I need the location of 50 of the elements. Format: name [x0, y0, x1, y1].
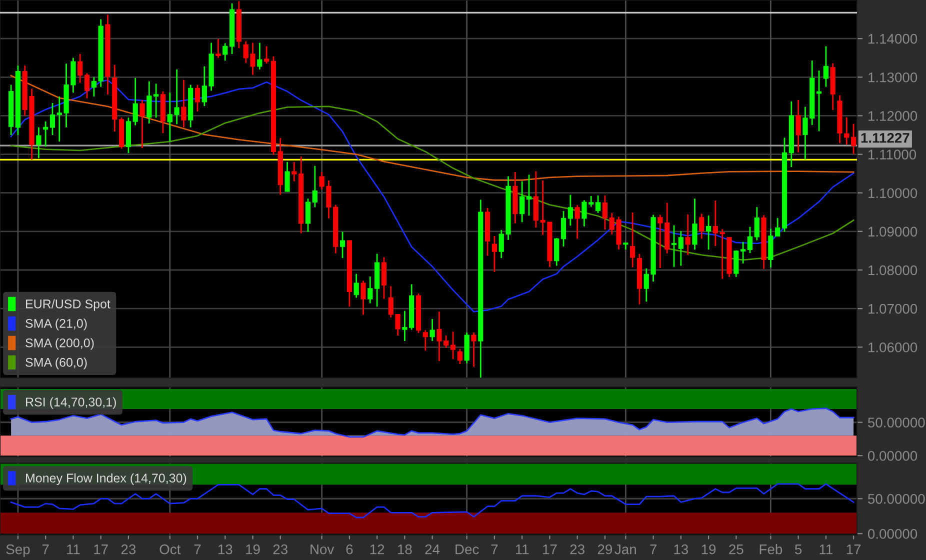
x-tick-label: Sep — [6, 544, 30, 557]
y-tick-label: 0.00000 — [868, 450, 918, 461]
x-tick-label: 7 — [194, 544, 201, 554]
y-tick-label: 1.08000 — [868, 265, 918, 276]
x-tick-label: 17 — [846, 544, 861, 554]
x-tick-label: 17 — [94, 544, 108, 554]
x-tick-label: 23 — [570, 544, 584, 554]
ref-line-label: 1.11227 — [861, 132, 910, 143]
x-tick-label: 23 — [273, 544, 288, 554]
legend-label: SMA (200,0) — [26, 338, 94, 350]
y-tick-label: 1.14000 — [868, 34, 918, 44]
legend-label: EUR/USD Spot — [26, 299, 110, 311]
y-tick-label: 50.00000 — [868, 494, 925, 504]
x-tick-label: Jan — [614, 544, 636, 554]
y-tick-label: 0.00000 — [868, 528, 918, 539]
x-tick-label: 13 — [674, 544, 688, 554]
legend-label: SMA (60,0) — [26, 358, 87, 370]
x-tick-label: Oct — [160, 544, 181, 554]
x-tick-label: 29 — [598, 544, 612, 554]
x-tick-label: 11 — [67, 544, 80, 554]
x-tick-label: Feb — [760, 544, 782, 554]
x-tick-label: 6 — [346, 544, 353, 554]
y-tick-label: 1.12000 — [868, 111, 918, 121]
y-tick-label: 1.07000 — [868, 304, 918, 314]
x-tick-label: 23 — [121, 544, 136, 554]
y-tick-label: 1.10000 — [868, 188, 918, 198]
x-tick-label: 5 — [795, 544, 802, 554]
x-tick-label: 18 — [398, 544, 412, 554]
x-tick-label: 19 — [246, 544, 260, 554]
x-tick-label: 7 — [491, 544, 498, 554]
x-tick-label: 7 — [650, 544, 656, 554]
y-tick-label: 50.00000 — [868, 418, 925, 428]
x-tick-label: 12 — [370, 544, 384, 554]
series-label: RSI (14,70,30,1) — [26, 397, 116, 409]
x-tick-label: 11 — [516, 544, 529, 554]
y-tick-label: 1.11000 — [868, 150, 916, 160]
x-tick-label: 24 — [425, 544, 440, 554]
x-tick-label: 17 — [543, 544, 557, 554]
x-tick-label: 7 — [42, 544, 49, 554]
y-tick-label: 1.13000 — [868, 72, 918, 82]
x-tick-label: Dec — [456, 544, 479, 554]
x-tick-label: 25 — [729, 544, 744, 554]
legend-label: SMA (21,0) — [26, 318, 87, 330]
x-tick-label: 11 — [820, 544, 832, 554]
x-tick-label: 19 — [702, 544, 716, 554]
y-tick-label: 1.09000 — [868, 226, 918, 237]
x-tick-label: Nov — [310, 544, 334, 554]
x-tick-label: 13 — [218, 544, 232, 554]
series-label: Money Flow Index (14,70,30) — [26, 473, 186, 485]
y-tick-label: 1.06000 — [868, 342, 918, 352]
